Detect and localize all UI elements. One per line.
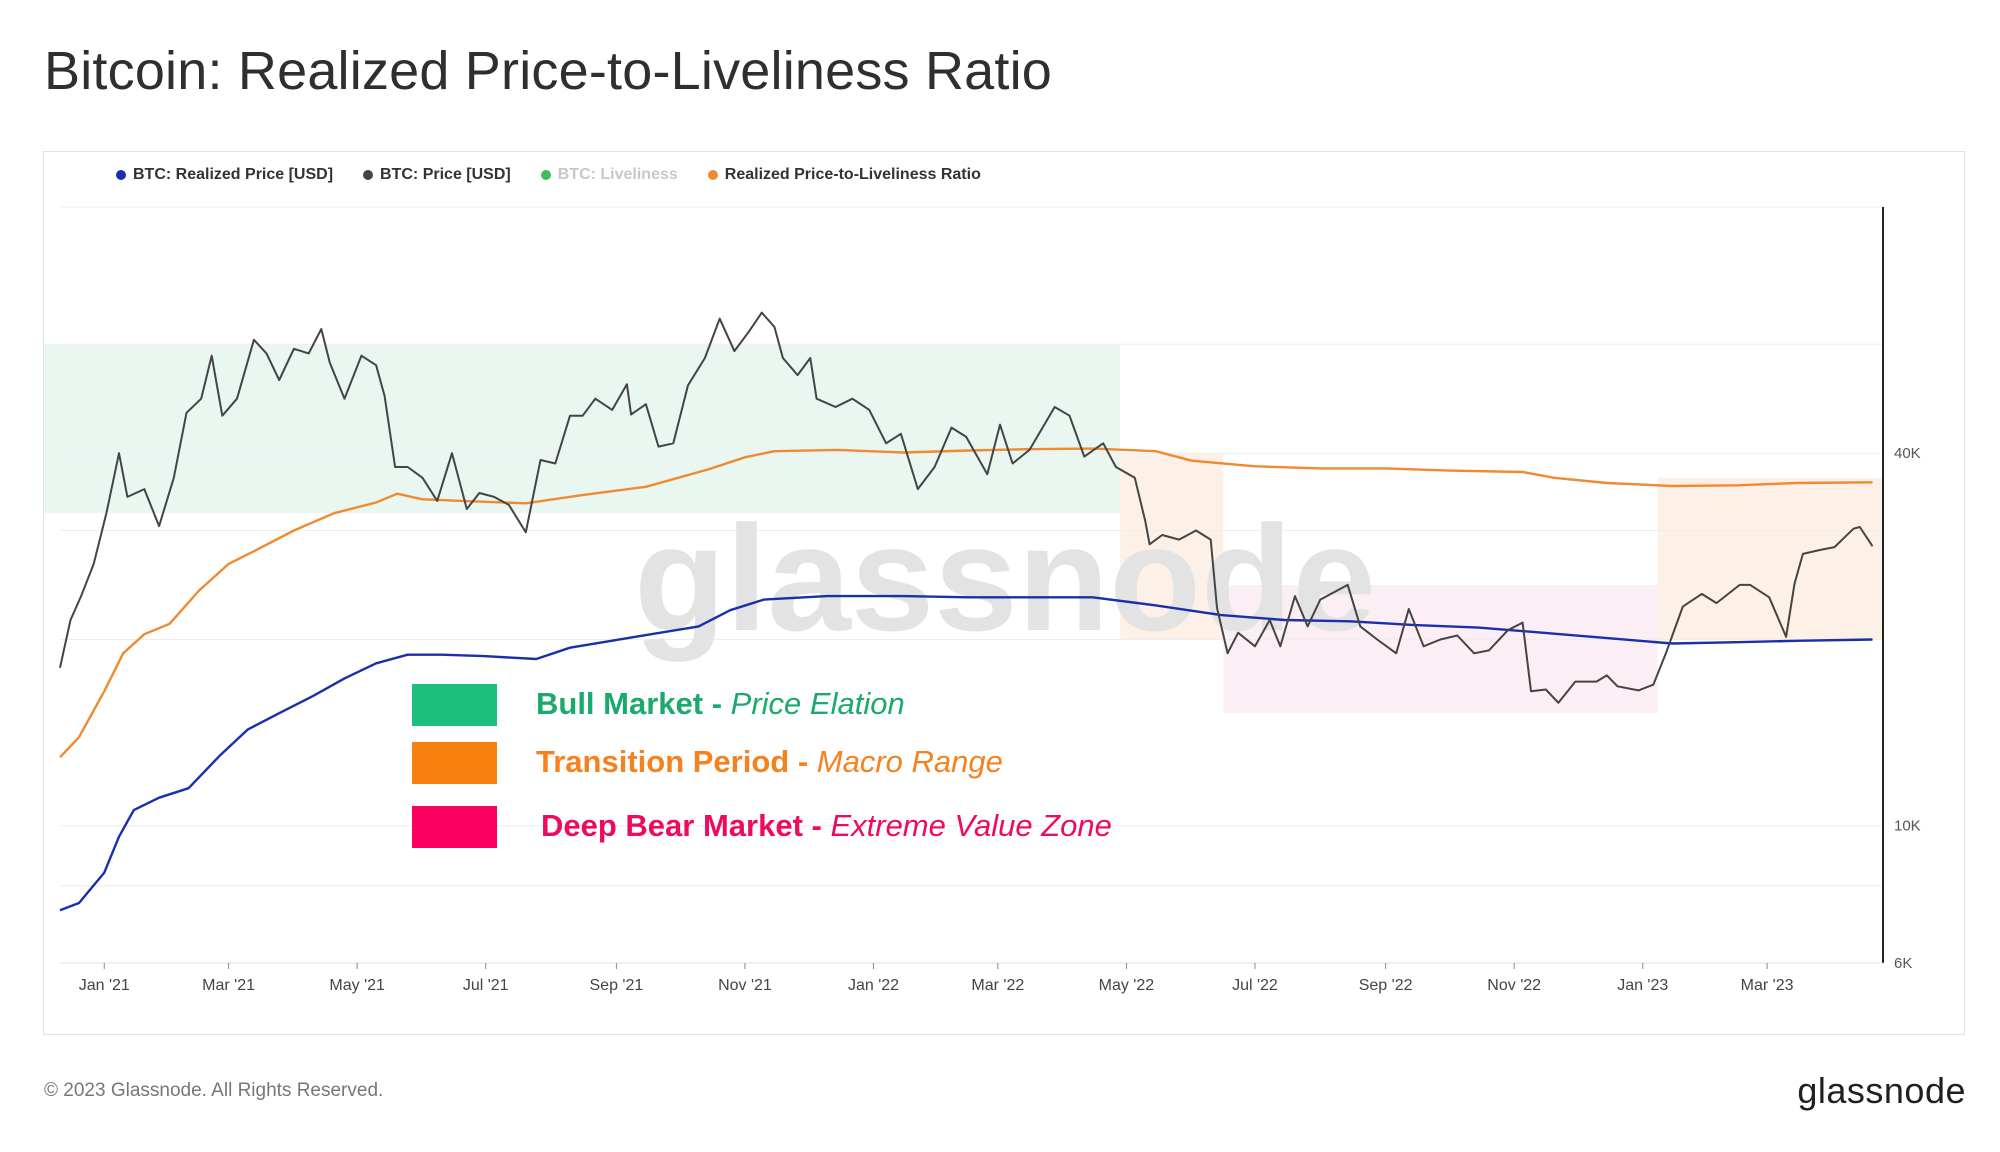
- x-tick-label: May '21: [329, 977, 385, 994]
- legend-item-liveliness[interactable]: BTC: Liveliness: [540, 166, 678, 184]
- region-bull-market: [44, 344, 1121, 514]
- x-tick-label: Jan '22: [848, 977, 899, 994]
- series-line-realized-price-to-liveliness-ratio: [59, 447, 1873, 759]
- chart-frame: [43, 151, 1965, 1035]
- annotation-text: Bull Market - Price Elation: [536, 686, 905, 722]
- footer-copyright: © 2023 Glassnode. All Rights Reserved.: [44, 1080, 384, 1101]
- legend-item-price[interactable]: BTC: Price [USD]: [363, 166, 511, 184]
- x-tick-label: Jan '21: [79, 977, 130, 994]
- annotation-bull: Bull Market - Price Elation: [412, 684, 1112, 728]
- annotation-italic: Macro Range: [816, 744, 1003, 779]
- legend-dot-icon: [707, 170, 718, 180]
- x-tick-label: Mar '21: [202, 977, 255, 994]
- x-tick-label: Mar '23: [1741, 977, 1794, 994]
- x-tick-label: Jul '22: [1232, 977, 1278, 994]
- legend-label: BTC: Price [USD]: [380, 166, 511, 183]
- x-tick-label: Mar '22: [971, 977, 1024, 994]
- legend-label: BTC: Realized Price [USD]: [133, 166, 334, 183]
- x-tick-label: Jan '23: [1617, 977, 1668, 994]
- page-title: Bitcoin: Realized Price-to-Liveliness Ra…: [44, 41, 1053, 101]
- footer-brand-logo: glassnode: [1797, 1070, 1966, 1111]
- series-line-btc-price-usd-: [59, 311, 1874, 704]
- legend-label: BTC: Liveliness: [557, 166, 678, 183]
- x-tick-label: May '22: [1099, 977, 1155, 994]
- x-tick-label: Sep '22: [1359, 977, 1413, 994]
- transition-swatch: [412, 742, 497, 784]
- watermark-logo: glassnode: [634, 494, 1376, 662]
- x-tick-label: Nov '22: [1487, 977, 1541, 994]
- annotation-bear: Deep Bear Market - Extreme Value Zone: [412, 806, 1112, 850]
- x-tick-label: Nov '21: [718, 977, 772, 994]
- x-tick-label: Jul '21: [463, 977, 509, 994]
- chart-legend: BTC: Realized Price [USD] BTC: Price [US…: [116, 166, 981, 184]
- y-tick-label: 6K: [1894, 955, 1912, 972]
- legend-item-realized-price[interactable]: BTC: Realized Price [USD]: [116, 166, 333, 184]
- annotation-bold: Transition Period -: [536, 744, 817, 779]
- annotation-italic: Extreme Value Zone: [830, 808, 1112, 843]
- legend-dot-icon: [116, 170, 126, 180]
- annotation-bold: Bull Market -: [536, 686, 731, 721]
- region-transition-period: [1657, 477, 1883, 640]
- region-deep-bear-market: [1223, 584, 1658, 714]
- legend-item-ratio[interactable]: Realized Price-to-Liveliness Ratio: [707, 166, 981, 184]
- y-tick-label: 10K: [1894, 818, 1921, 835]
- annotation-transition: Transition Period - Macro Range: [412, 742, 1112, 786]
- annotation-text: Transition Period - Macro Range: [536, 744, 1003, 780]
- annotation-text: Deep Bear Market - Extreme Value Zone: [541, 808, 1112, 844]
- y-tick-label: 40K: [1894, 445, 1921, 462]
- annotation-italic: Price Elation: [730, 686, 905, 721]
- legend-dot-icon: [363, 170, 374, 180]
- x-tick-label: Sep '21: [590, 977, 644, 994]
- legend-dot-icon: [540, 170, 551, 180]
- annotation-bold: Deep Bear Market -: [541, 808, 831, 843]
- series-line-btc-realized-price-usd-: [59, 594, 1873, 912]
- legend-label: Realized Price-to-Liveliness Ratio: [724, 166, 981, 183]
- bear-swatch: [412, 806, 497, 848]
- bull-swatch: [412, 684, 497, 726]
